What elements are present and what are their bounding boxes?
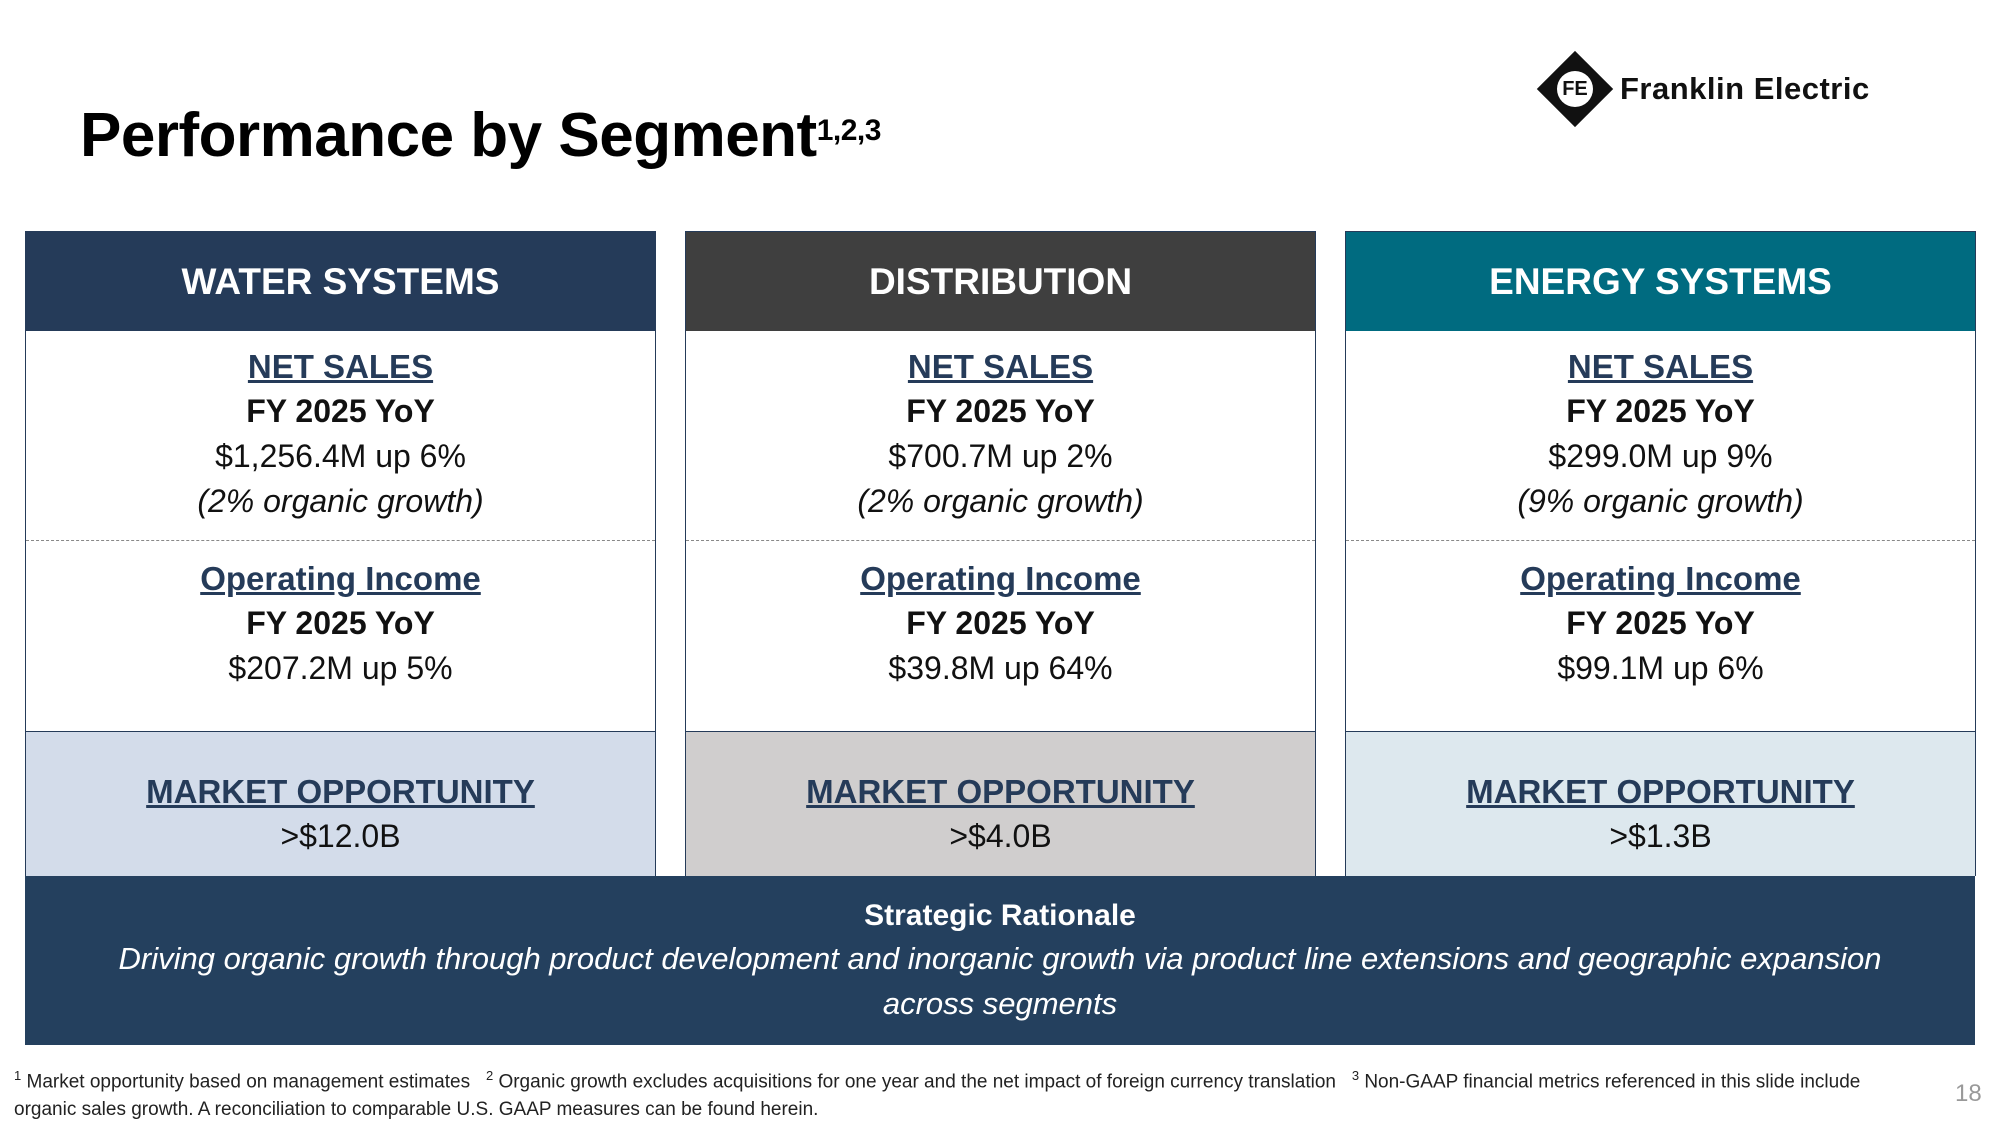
footnotes: 1 Market opportunity based on management…	[14, 1062, 1914, 1124]
logo-diamond-icon: FE	[1536, 50, 1614, 128]
segment-card: DISTRIBUTION NET SALES FY 2025 YoY $700.…	[685, 231, 1316, 876]
footnote-number: 1	[14, 1068, 22, 1083]
operating-income-value: $99.1M up 6%	[1557, 650, 1764, 686]
footnote-3: Non-GAAP financial metrics referenced in…	[14, 1071, 1861, 1121]
logo-name: Franklin Electric	[1620, 71, 1870, 106]
operating-income-label: Operating Income	[1520, 560, 1801, 597]
organic-growth: (2% organic growth)	[857, 483, 1144, 519]
operating-income-period: FY 2025 YoY	[246, 605, 435, 641]
footnote-2: Organic growth excludes acquisitions for…	[498, 1071, 1336, 1093]
operating-income-section: Operating Income FY 2025 YoY $39.8M up 6…	[686, 541, 1315, 731]
segment-header: ENERGY SYSTEMS	[1346, 232, 1975, 331]
franklin-electric-logo: FE Franklin Electric	[1536, 50, 1870, 128]
operating-income-value: $207.2M up 5%	[228, 650, 453, 686]
title-text: Performance by Segment	[80, 101, 817, 170]
net-sales-section: NET SALES FY 2025 YoY $1,256.4M up 6% (2…	[26, 331, 655, 541]
segment-card: ENERGY SYSTEMS NET SALES FY 2025 YoY $29…	[1345, 231, 1976, 876]
logo-mark: FE	[1557, 71, 1593, 107]
market-opportunity-label: MARKET OPPORTUNITY	[146, 773, 535, 810]
net-sales-label: NET SALES	[907, 348, 1094, 385]
title-footnote-refs: 1,2,3	[816, 114, 882, 147]
operating-income-section: Operating Income FY 2025 YoY $207.2M up …	[26, 541, 655, 731]
net-sales-label: NET SALES	[1567, 348, 1754, 385]
net-sales-value: $1,256.4M up 6%	[215, 438, 466, 474]
market-opportunity-section: MARKET OPPORTUNITY >$12.0B	[26, 731, 655, 876]
operating-income-value: $39.8M up 64%	[888, 650, 1113, 686]
footnote-number: 3	[1351, 1068, 1360, 1083]
market-opportunity-value: >$12.0B	[280, 818, 401, 854]
net-sales-period: FY 2025 YoY	[246, 393, 435, 429]
net-sales-period: FY 2025 YoY	[906, 393, 1095, 429]
page-number: 18	[1955, 1080, 1982, 1107]
net-sales-label: NET SALES	[247, 348, 434, 385]
market-opportunity-label: MARKET OPPORTUNITY	[1466, 773, 1855, 810]
segment-card: WATER SYSTEMS NET SALES FY 2025 YoY $1,2…	[25, 231, 656, 876]
market-opportunity-value: >$1.3B	[1609, 818, 1712, 854]
strategic-rationale-banner: Strategic Rationale Driving organic grow…	[25, 876, 1975, 1045]
net-sales-value: $700.7M up 2%	[888, 438, 1113, 474]
operating-income-label: Operating Income	[200, 560, 481, 597]
market-opportunity-section: MARKET OPPORTUNITY >$4.0B	[686, 731, 1315, 876]
net-sales-section: NET SALES FY 2025 YoY $299.0M up 9% (9% …	[1346, 331, 1975, 541]
net-sales-value: $299.0M up 9%	[1548, 438, 1773, 474]
banner-body: Driving organic growth through product d…	[118, 941, 1882, 1021]
operating-income-label: Operating Income	[860, 560, 1141, 597]
market-opportunity-section: MARKET OPPORTUNITY >$1.3B	[1346, 731, 1975, 876]
segment-header: WATER SYSTEMS	[26, 232, 655, 331]
footnote-1: Market opportunity based on management e…	[26, 1071, 471, 1093]
market-opportunity-label: MARKET OPPORTUNITY	[806, 773, 1195, 810]
segment-header: DISTRIBUTION	[686, 232, 1315, 331]
organic-growth: (9% organic growth)	[1517, 483, 1804, 519]
operating-income-period: FY 2025 YoY	[1566, 605, 1755, 641]
operating-income-section: Operating Income FY 2025 YoY $99.1M up 6…	[1346, 541, 1975, 731]
footnote-number: 2	[485, 1068, 494, 1083]
market-opportunity-value: >$4.0B	[949, 818, 1052, 854]
page-title: Performance by Segment1,2,3	[80, 100, 881, 171]
organic-growth: (2% organic growth)	[197, 483, 484, 519]
net-sales-section: NET SALES FY 2025 YoY $700.7M up 2% (2% …	[686, 331, 1315, 541]
operating-income-period: FY 2025 YoY	[906, 605, 1095, 641]
net-sales-period: FY 2025 YoY	[1566, 393, 1755, 429]
banner-title: Strategic Rationale	[864, 899, 1136, 932]
